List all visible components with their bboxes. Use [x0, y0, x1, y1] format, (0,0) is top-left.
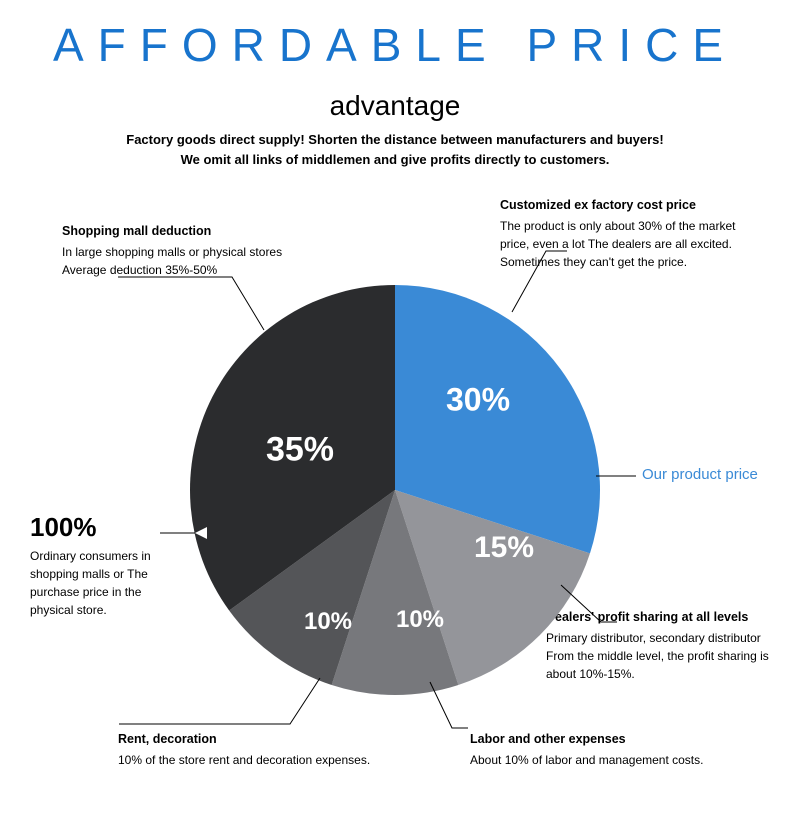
slice-label-dealers: 15%	[474, 531, 534, 565]
pie-svg	[0, 0, 790, 819]
leader-mall_deduction	[118, 277, 264, 330]
slice-label-mall: 35%	[266, 431, 334, 470]
slice-label-our_price: 30%	[446, 382, 510, 419]
slice-label-labor: 10%	[396, 606, 444, 634]
leader-rent	[119, 678, 320, 724]
slice-label-rent: 10%	[304, 608, 352, 636]
pie-chart-container: Customized ex factory cost price The pro…	[0, 180, 790, 800]
leader-custom_cost	[512, 251, 567, 312]
